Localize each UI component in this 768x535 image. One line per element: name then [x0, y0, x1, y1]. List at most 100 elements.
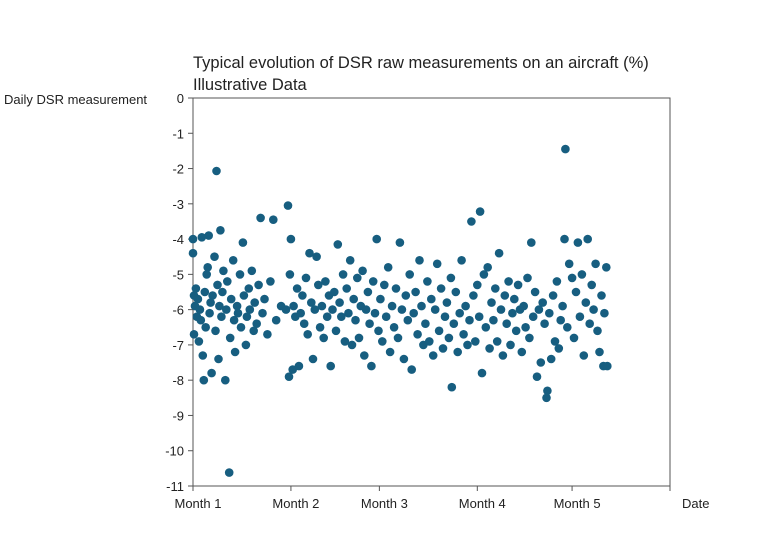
data-point	[198, 351, 208, 360]
data-point	[523, 273, 532, 283]
data-point	[211, 326, 220, 336]
data-point	[312, 252, 321, 261]
data-point	[372, 234, 382, 244]
data-point	[252, 319, 261, 329]
data-point	[449, 319, 459, 329]
data-point	[558, 301, 567, 311]
data-point	[289, 301, 298, 311]
data-point	[299, 319, 309, 329]
data-point	[292, 284, 302, 293]
data-point	[214, 354, 223, 364]
y-axis-label: Daily DSR measurement	[4, 92, 147, 107]
data-point	[536, 358, 546, 367]
data-point	[581, 298, 591, 307]
y-tick-label: -10	[165, 444, 184, 459]
plot-area	[192, 97, 671, 487]
data-point	[351, 315, 360, 325]
x-tick-label: Month 2	[272, 496, 319, 511]
data-point	[204, 231, 213, 240]
data-point	[423, 277, 432, 286]
data-point	[487, 298, 496, 307]
x-axis-label: Date	[682, 496, 709, 511]
data-point	[301, 273, 311, 283]
data-point	[444, 333, 454, 343]
data-point	[534, 305, 544, 314]
data-point	[461, 301, 470, 311]
data-point	[585, 319, 594, 329]
data-point	[393, 333, 403, 343]
data-point	[436, 284, 446, 293]
data-point	[463, 340, 472, 350]
data-point	[200, 287, 210, 297]
data-point	[337, 312, 346, 322]
data-point	[483, 263, 493, 272]
data-point	[219, 266, 228, 276]
data-point	[236, 323, 246, 332]
data-point	[383, 263, 393, 272]
data-point	[193, 294, 203, 304]
data-point	[315, 323, 325, 332]
data-point	[469, 291, 478, 300]
data-point	[374, 326, 383, 336]
data-point	[194, 337, 204, 346]
data-point	[550, 337, 560, 346]
data-point	[197, 233, 207, 242]
data-point	[477, 368, 487, 378]
y-tick-label: -4	[172, 232, 184, 247]
data-point	[579, 351, 589, 360]
data-point	[199, 375, 209, 385]
data-point	[519, 301, 528, 311]
data-point	[479, 270, 489, 279]
data-point	[465, 315, 474, 325]
data-point	[242, 312, 252, 322]
data-point	[381, 312, 391, 322]
data-point	[491, 284, 500, 293]
data-point	[239, 291, 249, 300]
data-point	[250, 298, 259, 307]
data-point	[442, 298, 452, 307]
data-point	[249, 326, 258, 336]
data-point	[368, 277, 378, 286]
data-point	[238, 238, 248, 247]
data-point	[188, 248, 198, 258]
data-point	[389, 323, 399, 332]
data-point	[245, 305, 255, 314]
data-point	[207, 368, 216, 378]
data-point	[335, 298, 344, 307]
y-tick-label: -11	[166, 479, 184, 494]
data-point	[263, 330, 272, 339]
data-point	[256, 213, 265, 223]
data-point	[481, 323, 491, 332]
data-point	[195, 305, 205, 314]
data-point	[221, 375, 230, 385]
data-point	[494, 248, 504, 258]
data-point	[283, 201, 293, 210]
data-point	[489, 315, 498, 325]
data-point	[543, 386, 552, 396]
data-point	[228, 255, 238, 265]
data-point	[455, 308, 465, 318]
data-point	[510, 294, 519, 304]
x-tick-label: Month 1	[175, 496, 222, 511]
data-point	[271, 315, 281, 325]
data-point	[286, 234, 296, 244]
y-tick-label: -9	[172, 408, 184, 423]
x-tick-label: Month 5	[554, 496, 601, 511]
data-point	[269, 215, 278, 224]
data-point	[235, 270, 245, 279]
data-point	[397, 305, 407, 314]
data-point	[241, 340, 251, 350]
y-tick-label: -3	[172, 197, 184, 212]
data-point	[349, 294, 359, 304]
data-point	[603, 361, 612, 371]
data-point	[467, 217, 476, 226]
data-point	[217, 312, 226, 322]
chart-title: Typical evolution of DSR raw measurement…	[193, 54, 649, 72]
data-point	[298, 291, 307, 300]
data-point	[417, 301, 426, 311]
data-point	[395, 238, 405, 247]
data-point	[474, 312, 484, 322]
data-point	[244, 284, 254, 293]
data-point	[233, 308, 243, 318]
